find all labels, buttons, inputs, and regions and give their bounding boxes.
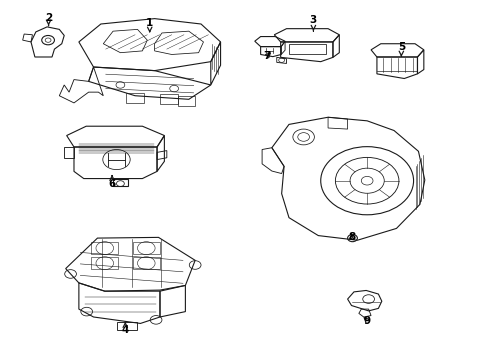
Text: 8: 8 — [348, 232, 355, 242]
Text: 2: 2 — [45, 13, 52, 26]
Text: 9: 9 — [364, 316, 371, 325]
Bar — [289, 44, 326, 54]
Text: 1: 1 — [146, 18, 153, 32]
Text: 4: 4 — [122, 322, 129, 335]
Text: 5: 5 — [398, 42, 405, 56]
Text: 6: 6 — [108, 176, 116, 189]
Text: 3: 3 — [310, 15, 317, 31]
Text: 7: 7 — [263, 51, 270, 61]
